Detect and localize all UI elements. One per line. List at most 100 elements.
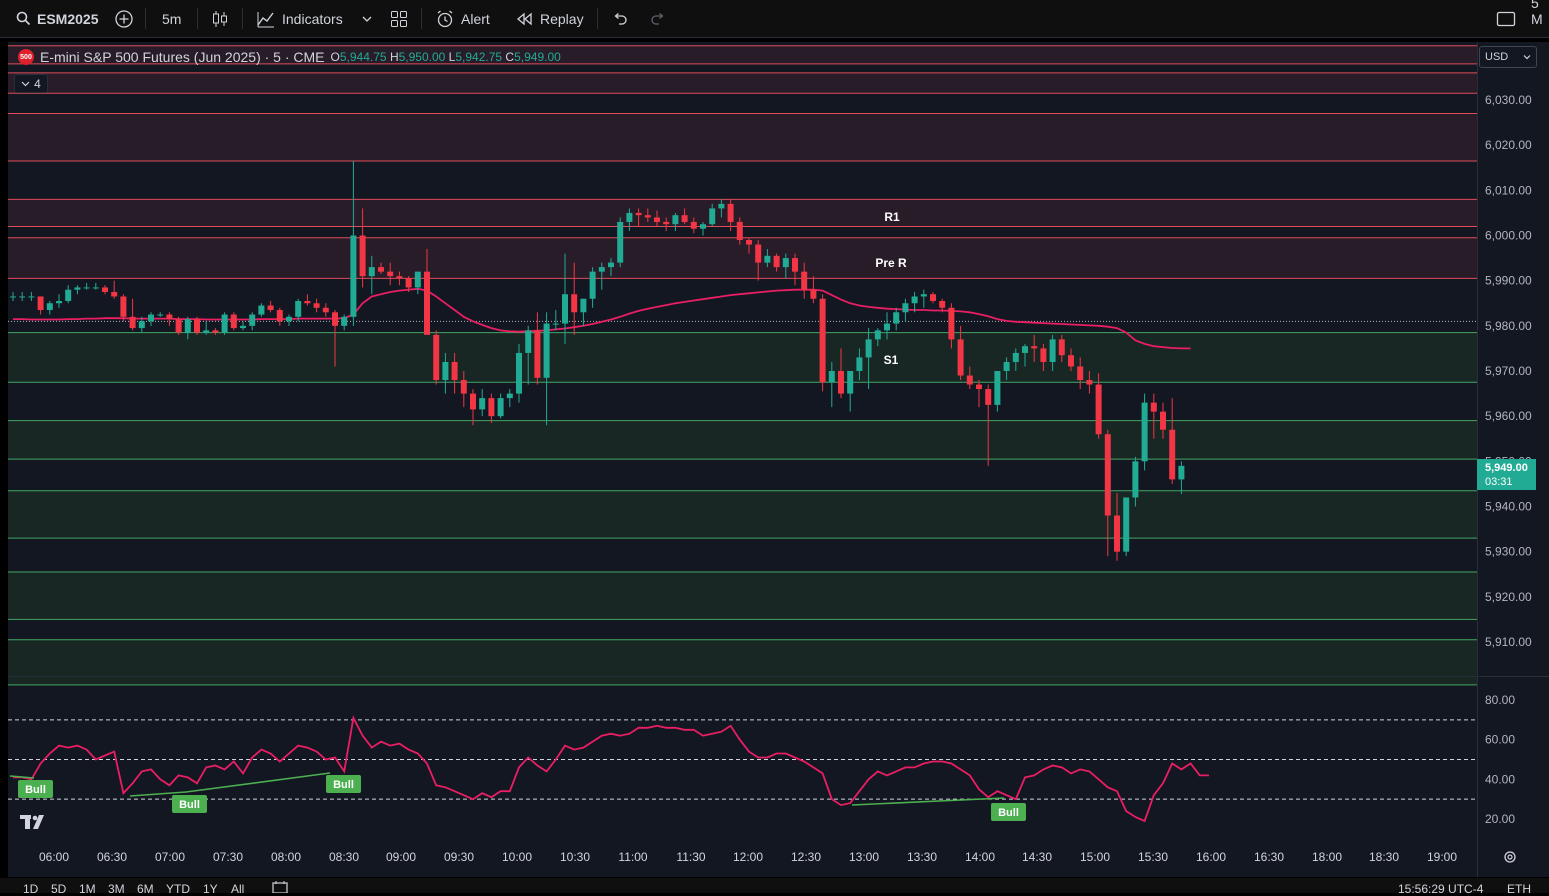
candle-body	[543, 323, 550, 378]
tradingview-logo[interactable]	[20, 813, 52, 837]
range-ytd[interactable]: YTD	[166, 882, 190, 896]
candle-body	[1003, 361, 1010, 371]
candle-body	[746, 240, 752, 245]
candle-body	[838, 371, 844, 394]
support-zone	[8, 490, 1477, 539]
oscillator-tick-label: 40.00	[1485, 772, 1515, 786]
candle-body	[387, 271, 394, 277]
alert-button[interactable]: Alert	[435, 0, 490, 37]
candle-body	[194, 319, 200, 333]
candle-body	[635, 212, 642, 216]
time-tick-label: 08:00	[271, 850, 301, 864]
close-value: 5,949.00	[514, 50, 561, 64]
publish-label[interactable]: 5 M	[1531, 0, 1549, 29]
candle-body	[1058, 339, 1065, 356]
oscillator-tick-label: 80.00	[1485, 693, 1515, 707]
candle-body	[810, 289, 817, 299]
candle-body	[1068, 355, 1074, 367]
top-toolbar: ESM2025 5m Indicators Alert Replay 5 M	[0, 0, 1549, 38]
candle-body	[1031, 346, 1038, 349]
range-5d[interactable]: 5D	[51, 882, 67, 896]
fullscreen-button[interactable]	[1496, 0, 1516, 37]
time-tick-label: 13:30	[907, 850, 937, 864]
candle-body	[1095, 384, 1102, 435]
indicators-dropdown[interactable]	[361, 0, 373, 37]
range-1d[interactable]: 1D	[23, 882, 39, 896]
bull-signal-badge: Bull	[326, 775, 361, 793]
candle-body	[782, 258, 789, 268]
candle-body	[451, 361, 458, 381]
redo-icon	[651, 12, 664, 25]
candle-body	[589, 271, 596, 299]
symbol-search[interactable]: ESM2025	[16, 0, 98, 37]
candle-body	[690, 221, 697, 229]
symbol-legend[interactable]: 500 E-mini S&P 500 Futures (Jun 2025) · …	[18, 48, 561, 66]
time-tick-label: 06:30	[97, 850, 127, 864]
candle-body	[764, 255, 771, 263]
compare-button[interactable]	[114, 0, 134, 37]
moving-average-line	[13, 287, 1191, 350]
svg-text:Bull: Bull	[179, 799, 200, 811]
chart-canvas[interactable]: R1 Pre R S1 Bull Bull Bull Bull 6,030.00…	[0, 0, 1549, 878]
undo-icon	[614, 12, 627, 25]
price-tick-label: 6,030.00	[1485, 93, 1532, 107]
time-tick-label: 12:00	[733, 850, 763, 864]
candle-body	[304, 300, 311, 304]
candle-body	[92, 287, 99, 289]
candle-body	[433, 334, 440, 381]
range-3m[interactable]: 3M	[108, 882, 125, 896]
chart-type-button[interactable]	[211, 0, 229, 37]
candle-body	[920, 294, 927, 297]
candle-body	[405, 278, 412, 288]
chevron-down-icon	[21, 81, 30, 87]
candle-body	[893, 312, 900, 324]
settings-icon[interactable]	[1504, 851, 1516, 863]
session-label[interactable]: ETH	[1507, 882, 1531, 896]
divergence-line	[129, 791, 187, 797]
range-6m[interactable]: 6M	[137, 882, 154, 896]
replay-button[interactable]: Replay	[516, 0, 584, 37]
clock-timezone[interactable]: 15:56:29 UTC-4	[1398, 882, 1484, 896]
layouts-button[interactable]	[390, 0, 408, 37]
calendar-icon[interactable]	[272, 881, 288, 893]
range-all[interactable]: All	[231, 882, 245, 896]
currency-select[interactable]: USD	[1479, 46, 1537, 68]
candle-body	[424, 271, 430, 335]
time-tick-label: 16:00	[1196, 850, 1226, 864]
time-tick-label: 07:30	[213, 850, 243, 864]
undo-button[interactable]	[612, 0, 628, 37]
range-1m[interactable]: 1M	[79, 882, 96, 896]
indicators-collapse-button[interactable]: 4	[14, 74, 48, 93]
candle-body	[212, 330, 219, 333]
candle-body	[792, 258, 798, 272]
toolbar-divider	[242, 8, 243, 29]
bottom-toolbar: 1D 5D 1M 3M 6M YTD 1Y All 15:56:29 UTC-4…	[0, 878, 1549, 896]
bull-signal-badge: Bull	[991, 803, 1026, 821]
price-tick-label: 6,020.00	[1485, 138, 1532, 152]
candle-body	[341, 316, 348, 326]
candle-body	[856, 357, 863, 371]
candle-body	[313, 303, 320, 308]
candle-body	[157, 314, 164, 316]
time-tick-label: 10:30	[560, 850, 590, 864]
candle-body	[939, 300, 946, 308]
candle-body	[102, 287, 108, 292]
candle-body	[111, 291, 118, 297]
price-tick-label: 5,910.00	[1485, 635, 1532, 649]
candle-body	[801, 271, 808, 290]
time-tick-label: 19:00	[1427, 850, 1457, 864]
range-1y[interactable]: 1Y	[203, 882, 218, 896]
candle-body	[552, 323, 559, 325]
chevron-down-icon	[362, 16, 372, 22]
time-tick-label: 16:30	[1254, 850, 1284, 864]
candle-body	[368, 267, 375, 277]
candle-body	[295, 300, 302, 317]
alert-label: Alert	[461, 10, 490, 27]
candle-body	[994, 371, 1001, 405]
candle-body	[1022, 346, 1028, 353]
interval-button[interactable]: 5m	[162, 0, 181, 37]
candle-body	[1077, 366, 1084, 381]
candle-body	[1132, 461, 1139, 498]
redo-button[interactable]	[650, 0, 666, 37]
indicators-button[interactable]: Indicators	[256, 0, 343, 37]
